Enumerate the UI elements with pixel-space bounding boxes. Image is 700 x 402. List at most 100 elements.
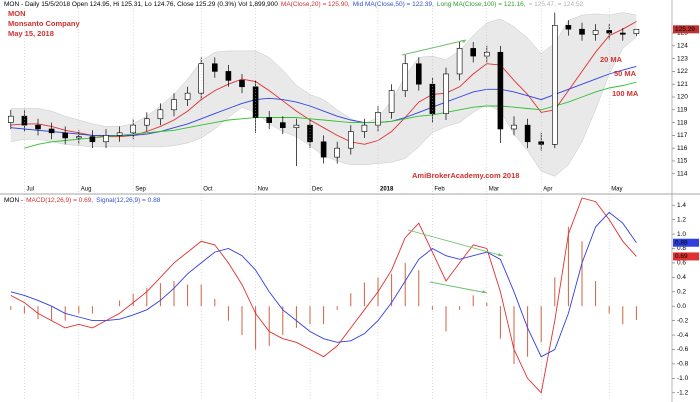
header-part: MACD(12,26,9) = 0.69, (26, 197, 93, 204)
candle-body (633, 29, 640, 34)
y-tick-label: 121 (677, 81, 688, 88)
candle-body (511, 124, 517, 130)
candle-body (388, 90, 395, 113)
candle-body (551, 25, 558, 145)
x-tick-label: Sep (135, 187, 146, 193)
candle-body (103, 135, 109, 143)
y-tick-label: 0.6 (677, 260, 686, 267)
y-tick-label: 118 (677, 119, 688, 126)
candle-body (592, 30, 599, 35)
candle-body (89, 136, 96, 143)
candle-body (35, 124, 41, 130)
candle-body (334, 147, 341, 158)
x-tick-label: Dec (312, 187, 323, 193)
y-tick-label: -0.6 (677, 346, 689, 353)
candle-body (483, 51, 490, 57)
arrow-head (461, 40, 466, 43)
header-part: MON - Daily 15/5/2018 Open 124.95, Hi 12… (4, 1, 278, 8)
header-part: = 125.47, = 124.52 (529, 1, 584, 8)
value-tag: 0.69 (675, 253, 688, 260)
candle-body (62, 132, 69, 139)
y-tick-label: 0.4 (677, 274, 686, 281)
y-tick-label: 114 (677, 170, 688, 177)
candle-body (565, 25, 572, 30)
candle-body (157, 109, 164, 120)
y-tick-label: -0.8 (677, 361, 689, 368)
candle-body (116, 132, 123, 136)
x-tick-label: Feb (434, 187, 445, 193)
y-tick-label: -1.0 (677, 375, 689, 382)
y-tick-label: -0.2 (677, 317, 689, 324)
candle-body (48, 128, 55, 134)
x-tick-label: Nov (258, 187, 269, 193)
candle-body (293, 124, 300, 129)
annotation: 100 MA (612, 89, 639, 98)
candle-body (606, 30, 613, 34)
band-edge (10, 12, 637, 127)
watermark: AmiBrokerAcademy.com 2018 (412, 171, 519, 180)
x-tick-label: 2018 (380, 187, 394, 193)
candle-body (239, 80, 245, 88)
annotation: 50 MA (614, 69, 637, 78)
x-tick-label: Apr (543, 187, 552, 193)
trend-arrow (401, 39, 467, 56)
candle-body (470, 48, 477, 57)
header: MON - Daily 15/5/2018 Open 124.95, Hi 12… (4, 1, 584, 8)
plot-layers: 114115116117118119120121122123124125125.… (8, 8, 699, 400)
candle-body (619, 32, 626, 35)
candle-body (198, 63, 204, 94)
moving-average (24, 81, 637, 149)
value-tag: 0.88 (675, 239, 688, 246)
y-tick-label: 122 (677, 68, 688, 75)
candle-body (415, 63, 422, 85)
header-part: MON - (4, 197, 23, 204)
annotation: 20 MA (600, 55, 623, 64)
y-tick-label: 0.2 (677, 289, 686, 296)
x-tick-label: Aug (81, 187, 92, 193)
macd-line (10, 211, 637, 358)
candle-body (524, 124, 531, 143)
trend-arrow (429, 281, 488, 294)
y-tick-label: 124 (677, 43, 688, 50)
band-fill (10, 12, 637, 177)
x-tick-label: May (611, 187, 622, 193)
candle-body (279, 122, 286, 129)
header-part: Long MA(Close,100) = 121.16, (437, 1, 526, 8)
x-tick-label: Oct (203, 187, 213, 193)
header: MON - MACD(12,26,9) = 0.69, Signal(12,26,9… (4, 197, 161, 204)
candle-body (347, 131, 354, 149)
candle-body (266, 117, 273, 123)
macd-line (10, 197, 637, 394)
annotation: MON (8, 9, 26, 18)
candle-body (361, 124, 368, 132)
candle-body (252, 86, 259, 118)
header-part: Signal(12,26,9) = 0.88 (96, 197, 161, 204)
x-tick-label: Jul (26, 187, 34, 193)
candle-body (375, 112, 381, 126)
candle-body (402, 63, 409, 91)
arrow-head (482, 290, 487, 293)
value-tag-bg (673, 238, 699, 247)
candle-body (21, 115, 28, 126)
annotation: Monsanto Company (8, 19, 80, 28)
candle-body (307, 124, 313, 143)
candle-body (184, 92, 191, 100)
candle-body (212, 63, 218, 72)
annotation: May 15, 2018 (8, 29, 54, 38)
y-tick-label: -1.2 (677, 390, 689, 397)
moving-average (10, 21, 637, 145)
y-tick-label: 0.8 (677, 245, 686, 252)
y-tick-label: 1.2 (677, 216, 686, 223)
last-price-tag-bg (673, 25, 699, 34)
candle-body (497, 51, 504, 130)
y-tick-label: 117 (677, 132, 688, 139)
y-tick-label: 1.4 (677, 202, 686, 209)
last-price-tag: 125.29 (675, 26, 695, 33)
header-part: MA(Close,20) = 125.90, (281, 1, 350, 8)
y-tick-label: 0.0 (677, 303, 686, 310)
trend-arrow (407, 229, 504, 257)
y-tick-label: 119 (677, 107, 688, 114)
candle-body (144, 118, 150, 126)
y-tick-label: 115 (677, 158, 688, 165)
